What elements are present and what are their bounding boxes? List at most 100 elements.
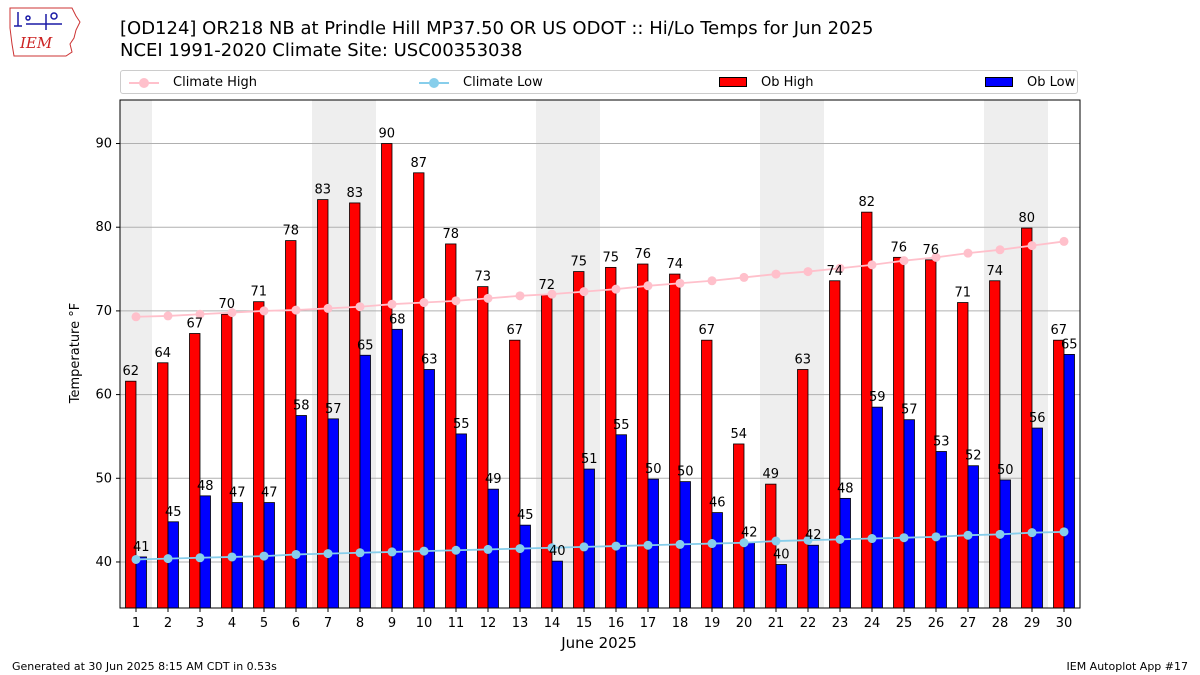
chart-legend: Climate High Climate Low Ob High Ob Low	[120, 70, 1078, 94]
ob-low-value-label: 50	[997, 463, 1014, 478]
ob-high-value-label: 49	[762, 467, 779, 482]
ob-high-value-label: 67	[506, 323, 523, 338]
x-tick-label: 18	[672, 616, 689, 631]
x-tick-label: 20	[736, 616, 753, 631]
ob-high-bar	[605, 266, 617, 609]
climate-low-marker-swatch	[429, 78, 439, 88]
ob-low-value-label: 45	[517, 508, 534, 523]
x-tick-label: 1	[132, 616, 140, 631]
ob-low-value-label: 48	[197, 479, 214, 494]
ob-high-bar	[413, 172, 425, 609]
plot-frame	[119, 99, 1081, 609]
climate-low-point	[547, 543, 557, 553]
x-tick-label: 25	[896, 616, 913, 631]
x-tick-label: 23	[832, 616, 849, 631]
climate-high-point	[739, 272, 749, 282]
climate-high-point	[803, 267, 813, 277]
ob-high-value-label: 75	[570, 255, 587, 270]
climate-high-point	[643, 281, 653, 291]
ob-low-bar	[1063, 354, 1075, 609]
x-tick-label: 7	[324, 616, 332, 631]
ob-high-value-label: 76	[890, 240, 907, 255]
ob-low-bar	[583, 468, 595, 609]
climate-high-point	[963, 248, 973, 258]
ob-high-value-label: 67	[186, 316, 203, 331]
x-tick-label: 17	[640, 616, 657, 631]
climate-high-point	[867, 260, 877, 270]
climate-high-point	[611, 284, 621, 294]
climate-low-point	[867, 534, 877, 544]
climate-low-point	[387, 547, 397, 557]
ob-high-value-label: 67	[1050, 323, 1067, 338]
y-axis-label: Temperature °F	[68, 302, 83, 404]
climate-low-point	[1059, 527, 1069, 537]
ob-low-bar	[135, 556, 147, 609]
ob-high-bar	[893, 256, 905, 609]
ob-high-swatch	[719, 77, 747, 87]
x-tick-label: 11	[448, 616, 465, 631]
logo-text: IEM	[19, 34, 53, 52]
ob-low-value-label: 58	[293, 399, 310, 414]
chart-title: [OD124] OR218 NB at Prindle Hill MP37.50…	[120, 18, 874, 39]
ob-low-bar	[391, 328, 403, 609]
ob-high-bar	[701, 339, 713, 609]
ob-high-value-label: 74	[826, 264, 843, 279]
ob-high-bar	[125, 380, 137, 609]
x-tick-label: 12	[480, 616, 497, 631]
chart-subtitle: NCEI 1991-2020 Climate Site: USC00353038	[120, 40, 523, 61]
ob-low-value-label: 63	[421, 352, 438, 367]
x-axis-label: June 2025	[561, 634, 637, 652]
climate-high-point	[707, 276, 717, 286]
ob-high-bar	[477, 286, 489, 609]
climate-high-point	[195, 309, 205, 319]
weekend-shade	[1016, 100, 1048, 608]
climate-high-point	[163, 311, 173, 321]
climate-high-point	[451, 296, 461, 306]
ob-high-bar	[637, 263, 649, 609]
climate-low-point	[515, 544, 525, 554]
climate-high-point	[323, 303, 333, 313]
x-tick-label: 10	[416, 616, 433, 631]
climate-high-point	[995, 245, 1005, 255]
ob-high-bar	[733, 443, 745, 609]
climate-low-point	[1027, 528, 1037, 538]
climate-low-point	[419, 546, 429, 556]
ob-high-value-label: 67	[698, 323, 715, 338]
x-tick-label: 15	[576, 616, 593, 631]
ob-low-bar	[455, 433, 467, 609]
climate-low-point	[803, 535, 813, 545]
climate-high-marker-swatch	[139, 78, 149, 88]
ob-low-value-label: 59	[869, 390, 886, 405]
ob-high-value-label: 82	[858, 195, 875, 210]
ob-high-bar	[253, 301, 265, 609]
ob-high-bar	[509, 339, 521, 609]
climate-low-point	[771, 536, 781, 546]
ob-high-value-label: 54	[730, 427, 747, 442]
ob-low-value-label: 57	[325, 402, 342, 417]
y-tick-label: 80	[95, 220, 112, 235]
x-tick-label: 22	[800, 616, 817, 631]
x-tick-label: 28	[992, 616, 1009, 631]
climate-high-point	[227, 308, 237, 318]
ob-low-value-label: 55	[613, 418, 630, 433]
weekend-shade	[760, 100, 792, 608]
weekend-shade	[792, 100, 824, 608]
legend-label-climate-low: Climate Low	[463, 75, 543, 90]
y-tick-label: 40	[95, 555, 112, 570]
climate-low-point	[643, 540, 653, 550]
ob-low-bar	[423, 369, 435, 609]
x-tick-label: 30	[1056, 616, 1073, 631]
x-tick-label: 29	[1024, 616, 1041, 631]
climate-high-point	[1059, 236, 1069, 246]
ob-low-value-label: 46	[709, 496, 726, 511]
ob-low-bar	[199, 495, 211, 609]
ob-high-bar	[445, 243, 457, 609]
ob-high-value-label: 76	[634, 247, 651, 262]
climate-low-point	[707, 539, 717, 549]
ob-low-bar	[807, 544, 819, 609]
ob-high-value-label: 76	[922, 243, 939, 258]
ob-high-bar	[669, 273, 681, 609]
x-tick-label: 13	[512, 616, 529, 631]
ob-low-value-label: 48	[837, 481, 854, 496]
climate-high-point	[675, 278, 685, 288]
